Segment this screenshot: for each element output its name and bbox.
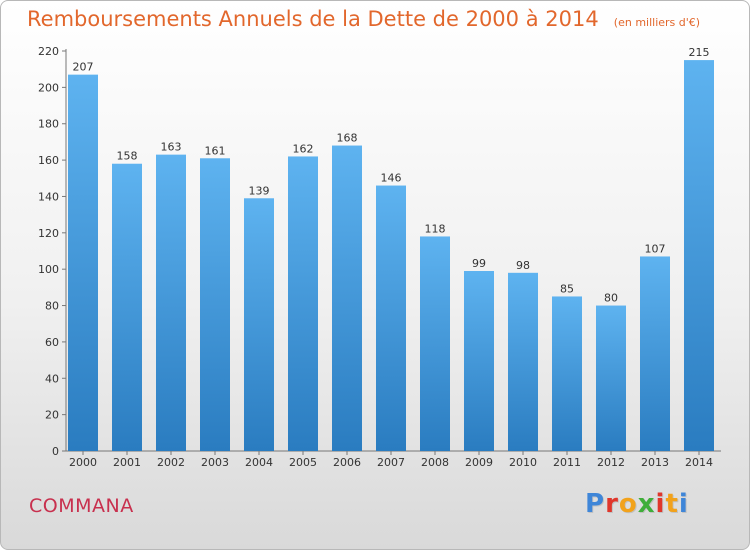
brand-letter: t: [665, 489, 679, 519]
bar: [68, 74, 98, 452]
commune-name: COMMANA: [29, 495, 134, 517]
bar: [156, 154, 186, 452]
x-tick-label: 2005: [289, 456, 317, 469]
x-tick-label: 2014: [685, 456, 713, 469]
x-tick-label: 2012: [597, 456, 625, 469]
bar-value-label: 85: [560, 282, 574, 295]
y-tick-label: 180: [38, 118, 59, 131]
bar-value-label: 162: [293, 142, 314, 155]
bar-value-label: 158: [117, 150, 138, 163]
y-tick-label: 20: [45, 409, 59, 422]
bar: [200, 158, 230, 452]
y-tick-label: 220: [38, 45, 59, 58]
bar-value-label: 118: [425, 222, 446, 235]
brand-letter: x: [637, 489, 656, 519]
brand-letter: r: [605, 489, 619, 519]
y-tick-label: 40: [45, 372, 59, 385]
bar-value-label: 168: [337, 132, 358, 145]
x-tick-label: 2006: [333, 456, 361, 469]
bar-value-label: 215: [689, 46, 710, 59]
bar: [288, 156, 318, 452]
y-tick-label: 120: [38, 227, 59, 240]
bar-value-label: 80: [604, 292, 618, 305]
x-tick-label: 2009: [465, 456, 493, 469]
brand-logo: Proxiti: [585, 489, 689, 519]
y-tick-label: 140: [38, 190, 59, 203]
bar: [552, 296, 582, 451]
bar: [684, 60, 714, 451]
bar: [640, 256, 670, 451]
y-tick-label: 200: [38, 81, 59, 94]
bar: [596, 305, 626, 451]
y-tick-label: 100: [38, 263, 59, 276]
x-tick-label: 2000: [69, 456, 97, 469]
bar: [332, 145, 362, 451]
bar-value-label: 146: [381, 172, 402, 185]
x-tick-label: 2007: [377, 456, 405, 469]
bar: [112, 163, 142, 451]
x-tick-label: 2003: [201, 456, 229, 469]
y-tick-label: 0: [52, 445, 59, 458]
brand-letter: o: [618, 489, 638, 519]
bar-value-label: 98: [516, 259, 530, 272]
brand-letter: P: [585, 489, 606, 519]
bar: [244, 198, 274, 451]
bar: [420, 236, 450, 451]
y-tick-label: 80: [45, 300, 59, 313]
x-tick-label: 2013: [641, 456, 669, 469]
title-row: Remboursements Annuels de la Dette de 20…: [27, 7, 700, 31]
x-tick-label: 2004: [245, 456, 273, 469]
y-tick-label: 160: [38, 154, 59, 167]
x-tick-label: 2001: [113, 456, 141, 469]
x-tick-label: 2002: [157, 456, 185, 469]
bar: [376, 185, 406, 451]
bar-value-label: 207: [73, 61, 94, 74]
x-tick-label: 2011: [553, 456, 581, 469]
bar-value-label: 139: [249, 184, 270, 197]
brand-letter: i: [655, 489, 666, 519]
y-tick-label: 60: [45, 336, 59, 349]
bar: [508, 272, 538, 451]
x-tick-label: 2008: [421, 456, 449, 469]
x-tick-label: 2010: [509, 456, 537, 469]
bar-value-label: 163: [161, 141, 182, 154]
bar: [464, 271, 494, 451]
brand-letter: i: [678, 489, 689, 519]
bar-value-label: 161: [205, 144, 226, 157]
bar-value-label: 107: [645, 242, 666, 255]
chart-subtitle: (en milliers d'€): [613, 16, 701, 29]
chart-title: Remboursements Annuels de la Dette de 20…: [27, 7, 599, 31]
bar-value-label: 99: [472, 257, 486, 270]
